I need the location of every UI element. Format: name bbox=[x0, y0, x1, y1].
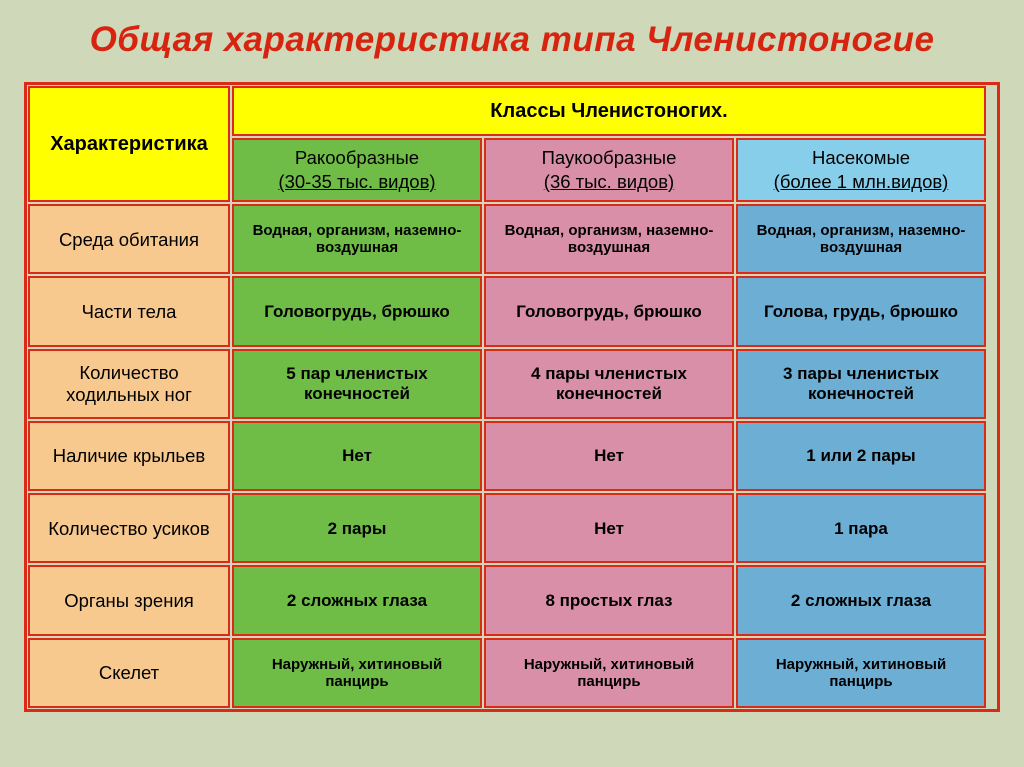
cell-pauk: Нет bbox=[484, 421, 734, 491]
cell-nase: Водная, организм, наземно-воздушная bbox=[736, 204, 986, 274]
col-sub: (более 1 млн.видов) bbox=[774, 171, 949, 192]
cell-pauk: Головогрудь, брюшко bbox=[484, 276, 734, 346]
row-label: Среда обитания bbox=[28, 204, 230, 274]
cell-rako: 2 сложных глаза bbox=[232, 565, 482, 635]
cell-rako: 2 пары bbox=[232, 493, 482, 563]
header-classes: Классы Членистоногих. bbox=[232, 86, 986, 136]
col-name: Ракообразные bbox=[295, 147, 419, 168]
cell-nase: 1 пара bbox=[736, 493, 986, 563]
row-label: Органы зрения bbox=[28, 565, 230, 635]
col-header-nase: Насекомые (более 1 млн.видов) bbox=[736, 138, 986, 202]
cell-nase: Голова, грудь, брюшко bbox=[736, 276, 986, 346]
cell-nase: 1 или 2 пары bbox=[736, 421, 986, 491]
page-title: Общая характеристика типа Членистоногие bbox=[24, 20, 1000, 60]
col-sub: (36 тыс. видов) bbox=[544, 171, 674, 192]
row-label: Скелет bbox=[28, 638, 230, 708]
cell-rako: Головогрудь, брюшко bbox=[232, 276, 482, 346]
col-header-rako: Ракообразные (30-35 тыс. видов) bbox=[232, 138, 482, 202]
cell-rako: 5 пар членистых конечностей bbox=[232, 349, 482, 419]
row-label: Части тела bbox=[28, 276, 230, 346]
col-sub: (30-35 тыс. видов) bbox=[278, 171, 435, 192]
cell-pauk: 4 пары членистых конечностей bbox=[484, 349, 734, 419]
cell-nase: 2 сложных глаза bbox=[736, 565, 986, 635]
col-name: Паукообразные bbox=[542, 147, 677, 168]
cell-pauk: Наружный, хитиновый панцирь bbox=[484, 638, 734, 708]
col-name: Насекомые bbox=[812, 147, 910, 168]
header-characteristic: Характеристика bbox=[28, 86, 230, 202]
cell-pauk: Водная, организм, наземно-воздушная bbox=[484, 204, 734, 274]
cell-nase: Наружный, хитиновый панцирь bbox=[736, 638, 986, 708]
cell-rako: Водная, организм, наземно-воздушная bbox=[232, 204, 482, 274]
row-label: Количество ходильных ног bbox=[28, 349, 230, 419]
row-label: Количество усиков bbox=[28, 493, 230, 563]
comparison-table: Характеристика Классы Членистоногих. Рак… bbox=[24, 82, 1000, 712]
cell-pauk: Нет bbox=[484, 493, 734, 563]
cell-pauk: 8 простых глаз bbox=[484, 565, 734, 635]
col-header-pauk: Паукообразные (36 тыс. видов) bbox=[484, 138, 734, 202]
cell-rako: Нет bbox=[232, 421, 482, 491]
cell-nase: 3 пары членистых конечностей bbox=[736, 349, 986, 419]
cell-rako: Наружный, хитиновый панцирь bbox=[232, 638, 482, 708]
row-label: Наличие крыльев bbox=[28, 421, 230, 491]
